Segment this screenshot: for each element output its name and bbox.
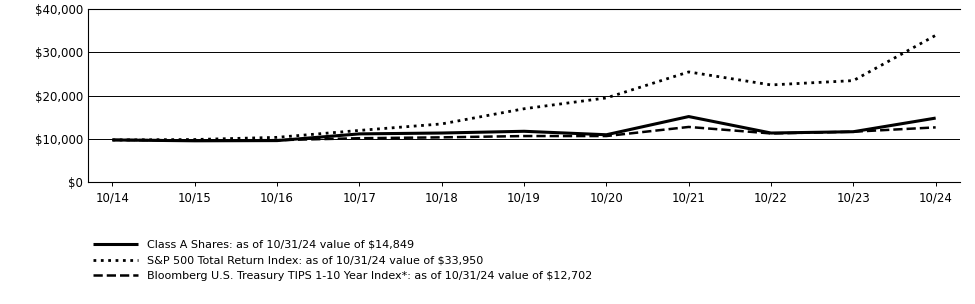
Line: Class A Shares: as of 10/31/24 value of $14,849: Class A Shares: as of 10/31/24 value of … [112, 116, 936, 141]
S&P 500 Total Return Index: as of 10/31/24 value of $33,950: (4, 1.35e+04): as of 10/31/24 value of $33,950: (4, 1.3… [436, 122, 448, 126]
Class A Shares: as of 10/31/24 value of $14,849: (5, 1.18e+04): as of 10/31/24 value of $14,849: (5, 1.1… [519, 130, 530, 133]
Class A Shares: as of 10/31/24 value of $14,849: (0, 9.8e+03): as of 10/31/24 value of $14,849: (0, 9.8… [106, 138, 118, 142]
Class A Shares: as of 10/31/24 value of $14,849: (9, 1.17e+04): as of 10/31/24 value of $14,849: (9, 1.1… [847, 130, 859, 133]
Bloomberg U.S. Treasury TIPS 1-10 Year Index*: as of 10/31/24 value of $12,702: (4, 1.04e+04): as of 10/31/24 value of $12,702: (4, 1.0… [436, 136, 448, 139]
Bloomberg U.S. Treasury TIPS 1-10 Year Index*: as of 10/31/24 value of $12,702: (10, 1.27e+04): as of 10/31/24 value of $12,702: (10, 1.… [930, 126, 942, 129]
Bloomberg U.S. Treasury TIPS 1-10 Year Index*: as of 10/31/24 value of $12,702: (3, 1.02e+04): as of 10/31/24 value of $12,702: (3, 1.0… [354, 136, 366, 140]
Class A Shares: as of 10/31/24 value of $14,849: (7, 1.52e+04): as of 10/31/24 value of $14,849: (7, 1.5… [682, 115, 694, 118]
S&P 500 Total Return Index: as of 10/31/24 value of $33,950: (3, 1.2e+04): as of 10/31/24 value of $33,950: (3, 1.2… [354, 129, 366, 132]
Bloomberg U.S. Treasury TIPS 1-10 Year Index*: as of 10/31/24 value of $12,702: (0, 9.8e+03): as of 10/31/24 value of $12,702: (0, 9.8… [106, 138, 118, 142]
S&P 500 Total Return Index: as of 10/31/24 value of $33,950: (8, 2.25e+04): as of 10/31/24 value of $33,950: (8, 2.2… [765, 83, 777, 87]
Bloomberg U.S. Treasury TIPS 1-10 Year Index*: as of 10/31/24 value of $12,702: (1, 9.7e+03): as of 10/31/24 value of $12,702: (1, 9.7… [189, 139, 201, 142]
Class A Shares: as of 10/31/24 value of $14,849: (2, 9.65e+03): as of 10/31/24 value of $14,849: (2, 9.6… [271, 139, 283, 142]
S&P 500 Total Return Index: as of 10/31/24 value of $33,950: (10, 3.4e+04): as of 10/31/24 value of $33,950: (10, 3.… [930, 33, 942, 37]
Class A Shares: as of 10/31/24 value of $14,849: (1, 9.6e+03): as of 10/31/24 value of $14,849: (1, 9.6… [189, 139, 201, 143]
Class A Shares: as of 10/31/24 value of $14,849: (8, 1.14e+04): as of 10/31/24 value of $14,849: (8, 1.1… [765, 131, 777, 135]
S&P 500 Total Return Index: as of 10/31/24 value of $33,950: (0, 9.8e+03): as of 10/31/24 value of $33,950: (0, 9.8… [106, 138, 118, 142]
Line: Bloomberg U.S. Treasury TIPS 1-10 Year Index*: as of 10/31/24 value of $12,702: Bloomberg U.S. Treasury TIPS 1-10 Year I… [112, 127, 936, 140]
S&P 500 Total Return Index: as of 10/31/24 value of $33,950: (2, 1.04e+04): as of 10/31/24 value of $33,950: (2, 1.0… [271, 136, 283, 139]
Bloomberg U.S. Treasury TIPS 1-10 Year Index*: as of 10/31/24 value of $12,702: (8, 1.13e+04): as of 10/31/24 value of $12,702: (8, 1.1… [765, 132, 777, 135]
S&P 500 Total Return Index: as of 10/31/24 value of $33,950: (6, 1.95e+04): as of 10/31/24 value of $33,950: (6, 1.9… [601, 96, 612, 100]
Bloomberg U.S. Treasury TIPS 1-10 Year Index*: as of 10/31/24 value of $12,702: (6, 1.07e+04): as of 10/31/24 value of $12,702: (6, 1.0… [601, 134, 612, 138]
Class A Shares: as of 10/31/24 value of $14,849: (6, 1.1e+04): as of 10/31/24 value of $14,849: (6, 1.1… [601, 133, 612, 136]
S&P 500 Total Return Index: as of 10/31/24 value of $33,950: (5, 1.7e+04): as of 10/31/24 value of $33,950: (5, 1.7… [519, 107, 530, 111]
Class A Shares: as of 10/31/24 value of $14,849: (4, 1.14e+04): as of 10/31/24 value of $14,849: (4, 1.1… [436, 131, 448, 135]
S&P 500 Total Return Index: as of 10/31/24 value of $33,950: (9, 2.35e+04): as of 10/31/24 value of $33,950: (9, 2.3… [847, 79, 859, 82]
Class A Shares: as of 10/31/24 value of $14,849: (10, 1.48e+04): as of 10/31/24 value of $14,849: (10, 1.… [930, 116, 942, 120]
S&P 500 Total Return Index: as of 10/31/24 value of $33,950: (1, 9.9e+03): as of 10/31/24 value of $33,950: (1, 9.9… [189, 138, 201, 141]
S&P 500 Total Return Index: as of 10/31/24 value of $33,950: (7, 2.55e+04): as of 10/31/24 value of $33,950: (7, 2.5… [682, 70, 694, 74]
Line: S&P 500 Total Return Index: as of 10/31/24 value of $33,950: S&P 500 Total Return Index: as of 10/31/… [112, 35, 936, 140]
Legend: Class A Shares: as of 10/31/24 value of $14,849, S&P 500 Total Return Index: as : Class A Shares: as of 10/31/24 value of … [94, 240, 592, 281]
Bloomberg U.S. Treasury TIPS 1-10 Year Index*: as of 10/31/24 value of $12,702: (2, 9.75e+03): as of 10/31/24 value of $12,702: (2, 9.7… [271, 138, 283, 142]
Bloomberg U.S. Treasury TIPS 1-10 Year Index*: as of 10/31/24 value of $12,702: (5, 1.07e+04): as of 10/31/24 value of $12,702: (5, 1.0… [519, 134, 530, 138]
Bloomberg U.S. Treasury TIPS 1-10 Year Index*: as of 10/31/24 value of $12,702: (7, 1.28e+04): as of 10/31/24 value of $12,702: (7, 1.2… [682, 125, 694, 129]
Class A Shares: as of 10/31/24 value of $14,849: (3, 1.12e+04): as of 10/31/24 value of $14,849: (3, 1.1… [354, 132, 366, 136]
Bloomberg U.S. Treasury TIPS 1-10 Year Index*: as of 10/31/24 value of $12,702: (9, 1.17e+04): as of 10/31/24 value of $12,702: (9, 1.1… [847, 130, 859, 133]
